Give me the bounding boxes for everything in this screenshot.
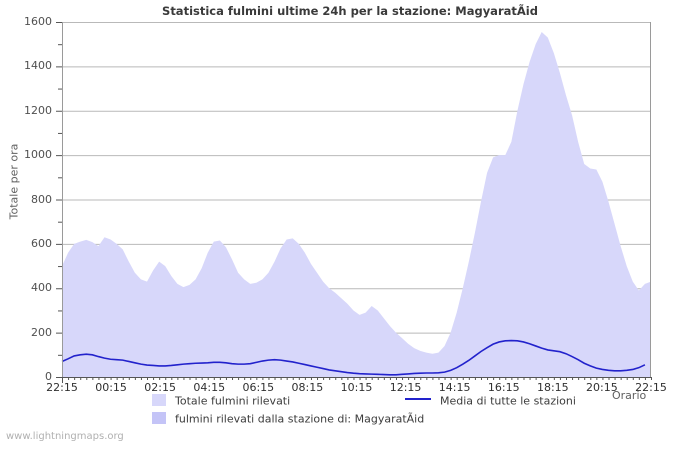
y-tick-label: 200: [31, 325, 52, 339]
x-tick-label: 20:15: [586, 381, 618, 394]
legend-label-total: Totale fulmini rilevati: [175, 394, 291, 408]
x-tick-label: 00:15: [95, 381, 127, 394]
legend-item-total: Totale fulmini rilevati: [152, 394, 290, 408]
x-tick-label: 22:15: [635, 381, 667, 394]
x-tick-label: 22:15: [46, 381, 78, 394]
x-tick-label: 06:15: [242, 381, 275, 394]
x-tick-label: 16:15: [487, 381, 520, 394]
legend-swatch-total: [152, 394, 166, 406]
chart-title: Statistica fulmini ultime 24h per la sta…: [162, 4, 538, 18]
y-tick-label: 0: [45, 370, 52, 383]
legend-line-average: [405, 398, 431, 400]
x-tick-label: 08:15: [291, 381, 324, 394]
legend-label-station: fulmini rilevati dalla stazione di: Magy…: [175, 412, 425, 426]
watermark: www.lightningmaps.org: [6, 431, 124, 442]
legend-swatch-station: [152, 412, 166, 424]
y-tick-label: 1400: [24, 59, 52, 73]
x-tick-label: 04:15: [193, 381, 226, 394]
x-tick-label: 10:15: [340, 381, 373, 394]
y-tick-label: 1200: [24, 103, 52, 117]
x-axis-label: Orario: [612, 389, 647, 402]
legend-label-average: Media di tutte le stazioni: [440, 394, 576, 408]
y-tick-label: 1000: [24, 148, 52, 162]
x-tick-label: 02:15: [144, 381, 176, 394]
legend-item-station: fulmini rilevati dalla stazione di: Magy…: [152, 412, 424, 426]
chart-legend: Totale fulmini rilevati Media di tutte l…: [0, 392, 700, 428]
y-tick-label: 1600: [24, 15, 52, 28]
x-tick-label: 14:15: [438, 381, 471, 394]
y-tick-label: 800: [31, 192, 52, 206]
legend-item-average: Media di tutte le stazioni: [405, 394, 576, 408]
y-tick-label: 600: [31, 236, 52, 250]
x-tick-label: 18:15: [536, 381, 569, 394]
x-tick-label: 12:15: [389, 381, 422, 394]
y-tick-label: 400: [31, 281, 52, 295]
